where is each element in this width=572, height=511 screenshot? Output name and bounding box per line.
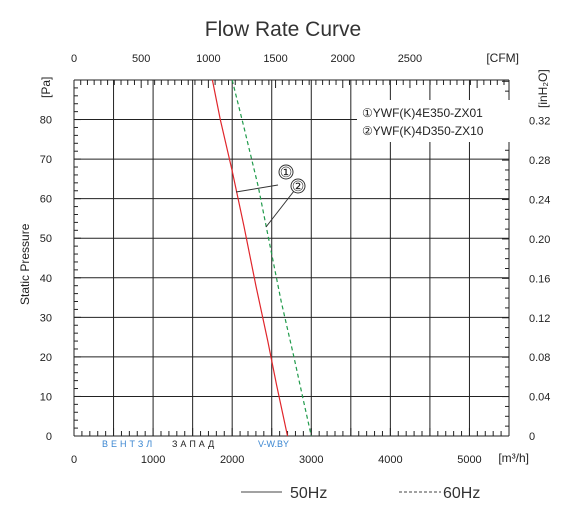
x-tick-label-top: 1500 [263, 53, 287, 65]
y-tick-label-left: 40 [40, 273, 52, 285]
x-tick-label-top: 2500 [398, 53, 422, 65]
annotation-line-2 [265, 190, 295, 228]
bottom-axis-unit: [m³/h] [498, 451, 529, 465]
legend-entry-2: ②YWF(K)4D350-ZX10 [362, 124, 484, 138]
x-tick-label-bottom: 1000 [141, 454, 165, 466]
watermark-part-2: ЗАПАД [172, 439, 217, 449]
y-tick-label-left: 0 [46, 431, 52, 443]
watermark-part-3: V-W.BY [258, 439, 289, 449]
y-tick-label-right: 0.24 [529, 195, 550, 207]
annotation-line-1 [235, 184, 279, 193]
y-tick-label-right: 0.12 [529, 313, 550, 325]
y-tick-label-right: 0.08 [529, 352, 550, 364]
x-tick-label-bottom: 5000 [457, 454, 481, 466]
y-tick-label-left: 70 [40, 154, 52, 166]
y-tick-label-right: 0.16 [529, 273, 550, 285]
annotation-circle-1 [278, 164, 294, 180]
y-tick-label-right: 0 [529, 431, 535, 443]
x-tick-label-bottom: 0 [71, 454, 77, 466]
top-axis-unit: [CFM] [486, 51, 519, 65]
legend-entry-1: ①YWF(K)4E350-ZX01 [362, 106, 483, 120]
series-line-1 [211, 79, 289, 437]
watermark-part-1: ВЕНТЗЛ [102, 439, 155, 449]
legend-box [357, 100, 517, 142]
legend: ①YWF(K)4E350-ZX01 ②YWF(K)4D350-ZX10 [357, 100, 517, 142]
x-tick-label-top: 0 [71, 53, 77, 65]
y-tick-label-left: 80 [40, 115, 52, 127]
watermark: ВЕНТЗЛ ЗАПАД V-W.BY [102, 439, 289, 449]
annotation-label-1: ① [280, 166, 293, 181]
series-line-2 [231, 79, 312, 437]
x-tick-label-bottom: 2000 [220, 454, 244, 466]
bottom-legend-50hz: 50Hz [290, 485, 327, 502]
left-axis-title: Static Pressure [18, 223, 32, 305]
y-tick-label-left: 20 [40, 352, 52, 364]
annotation-arrows: ① ② [235, 164, 306, 228]
series [211, 79, 312, 437]
y-tick-label-right: 0.04 [529, 392, 550, 404]
left-axis-unit: [Pa] [39, 77, 53, 98]
right-axis-unit: [inH₂O] [536, 69, 550, 108]
bottom-legend: 50Hz 60Hz [241, 485, 480, 502]
y-tick-label-left: 50 [40, 233, 52, 245]
y-tick-label-left: 30 [40, 312, 52, 324]
y-tick-label-left: 10 [40, 391, 52, 403]
bottom-legend-60hz: 60Hz [443, 485, 480, 502]
x-tick-label-bottom: 3000 [299, 454, 323, 466]
x-tick-label-bottom: 4000 [378, 454, 402, 466]
annotation-circle-2 [290, 178, 306, 194]
tick-labels: 0 10 20 30 40 50 60 70 80 0 0.04 0.08 0.12 0.16 0.20 0.… [40, 53, 551, 466]
y-tick-label-right: 0.32 [529, 116, 550, 128]
annotation-label-2: ② [292, 180, 305, 195]
y-tick-label-left: 60 [40, 194, 52, 206]
x-tick-label-top: 1000 [196, 53, 220, 65]
x-tick-label-top: 500 [132, 53, 150, 65]
y-tick-label-right: 0.28 [529, 155, 550, 167]
y-tick-label-right: 0.20 [529, 234, 550, 246]
x-tick-label-top: 2000 [331, 53, 355, 65]
chart-title: Flow Rate Curve [205, 18, 361, 41]
